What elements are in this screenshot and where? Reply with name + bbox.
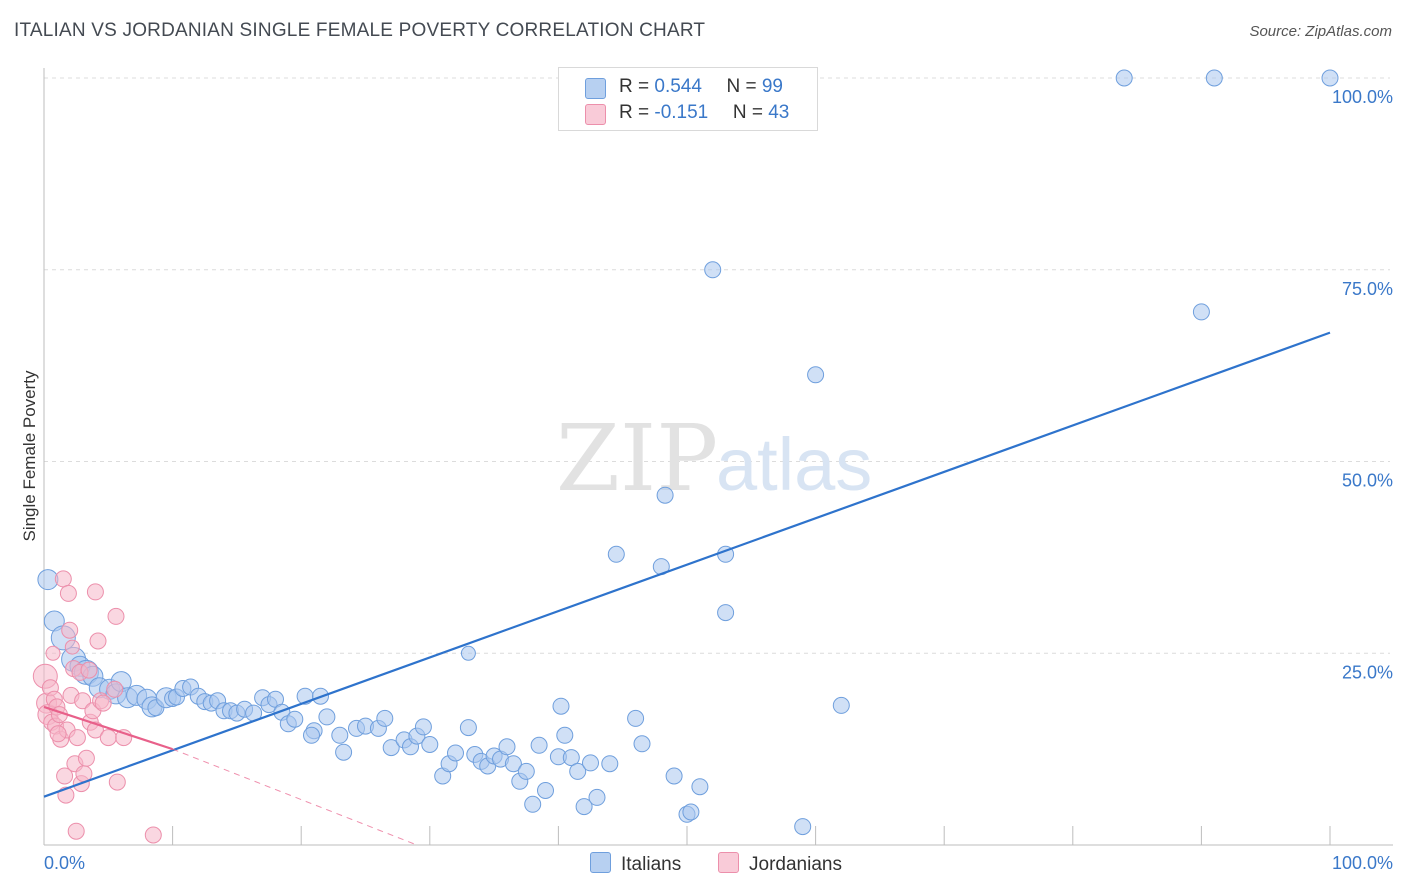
italians-point (569, 762, 587, 780)
jordanians-point (80, 661, 98, 679)
axis-layer (43, 68, 1393, 846)
italians-point (582, 754, 599, 772)
watermark-atlas: atlas (716, 423, 872, 506)
italians-point (376, 709, 394, 727)
italians-swatch (585, 78, 606, 99)
jordanians-point (89, 632, 107, 650)
source-label: Source: ZipAtlas.com (1249, 23, 1392, 40)
jordanians-legend-swatch (718, 852, 739, 873)
italians-point (575, 798, 593, 816)
italians-point (335, 743, 353, 761)
jordanians-point (56, 767, 74, 785)
jordanians-point (99, 729, 117, 747)
jordanians-point (94, 694, 112, 712)
y-tick-label: 75.0% (1342, 279, 1393, 299)
italians-point (1321, 69, 1339, 87)
italians-point (691, 778, 709, 796)
italians-point (1192, 303, 1210, 321)
bottom-legend-jordanians: Jordanians (718, 852, 842, 876)
italians-legend-swatch (590, 852, 611, 873)
y-tick-label: 50.0% (1342, 471, 1393, 491)
italians-point (524, 795, 542, 813)
jordanians-point (77, 749, 95, 767)
y-tick-label: 25.0% (1342, 662, 1393, 682)
italians-point (665, 767, 683, 785)
italians-point (607, 545, 625, 563)
stats-legend: R = 0.544 N = 99 R = -0.151 N = 43 (558, 67, 818, 131)
italians-point (601, 755, 619, 773)
italians-point (382, 739, 400, 757)
italians-point (656, 486, 674, 504)
y-axis-label: Single Female Poverty (20, 370, 39, 542)
italians-r-label: R = (619, 76, 655, 97)
jordanians-n-label: N = (732, 102, 769, 123)
trend-layer (43, 331, 1331, 846)
italians-point (556, 726, 574, 744)
italians-n-label: N = (726, 76, 762, 97)
italians-point (459, 719, 477, 737)
italians-point (717, 604, 735, 622)
chart-title: ITALIAN VS JORDANIAN SINGLE FEMALE POVER… (14, 20, 706, 41)
italians-trend-line (43, 331, 1331, 798)
italians-n-value: 99 (761, 76, 783, 97)
italians-point (517, 762, 535, 780)
jordanians-point (86, 583, 104, 601)
jordanians-r-value: -0.151 (654, 102, 709, 123)
italians-point (704, 261, 722, 279)
italians-point (588, 788, 606, 806)
italians-r-value: 0.544 (654, 76, 702, 97)
jordanians-point (107, 607, 125, 625)
jordanians-point (49, 725, 67, 743)
watermark: ZIP atlas (556, 405, 872, 512)
italians-point (832, 696, 850, 714)
x-tick-label-left: 0.0% (44, 853, 85, 873)
italians-legend-label: Italians (621, 854, 682, 875)
jordanians-point (59, 584, 77, 602)
y-tick-label: 100.0% (1332, 87, 1393, 107)
italians-point (447, 744, 464, 762)
italians-point (530, 736, 548, 754)
jordanians-r-label: R = (619, 102, 655, 123)
italians-point (562, 749, 580, 767)
jordanians-trend-extension (172, 748, 418, 846)
jordanians-point (106, 680, 124, 698)
italians-point (807, 366, 825, 384)
italians-point (552, 697, 570, 715)
jordanians-point (108, 773, 126, 791)
jordanians-point (74, 692, 92, 710)
jordanians-point (68, 729, 86, 747)
italians-point (414, 718, 432, 736)
italians-point (1115, 69, 1133, 87)
italians-point (627, 709, 645, 727)
jordanians-point (67, 822, 85, 840)
jordanians-trend-line (43, 705, 173, 751)
grid-layer: 25.0% 50.0% 75.0% 100.0% (44, 77, 1393, 682)
italians-point (421, 736, 439, 753)
jordanians-swatch (585, 104, 606, 125)
italians-point (682, 803, 700, 821)
italians-point (460, 645, 476, 661)
jordanians-point (61, 621, 79, 639)
jordanians-point (144, 826, 162, 844)
jordanians-n-value: 43 (768, 102, 790, 123)
jordanians-point (54, 570, 72, 588)
italians-point (498, 738, 516, 756)
italians-point (331, 726, 349, 744)
jordanians-point (64, 639, 80, 655)
jordanians-point (45, 645, 61, 661)
watermark-zip: ZIP (556, 405, 718, 512)
italians-point (537, 782, 554, 799)
italians-point (318, 708, 336, 726)
points-layer (32, 69, 1339, 844)
italians-point (633, 735, 651, 753)
bottom-legend-italians: Italians (590, 852, 681, 876)
italians-point (286, 710, 304, 728)
italians-point (303, 726, 320, 744)
italians-point (1205, 69, 1223, 87)
italians-point (504, 755, 522, 773)
jordanians-legend-label: Jordanians (749, 854, 842, 875)
italians-point (794, 818, 812, 836)
x-tick-label-right: 100.0% (1332, 853, 1393, 873)
